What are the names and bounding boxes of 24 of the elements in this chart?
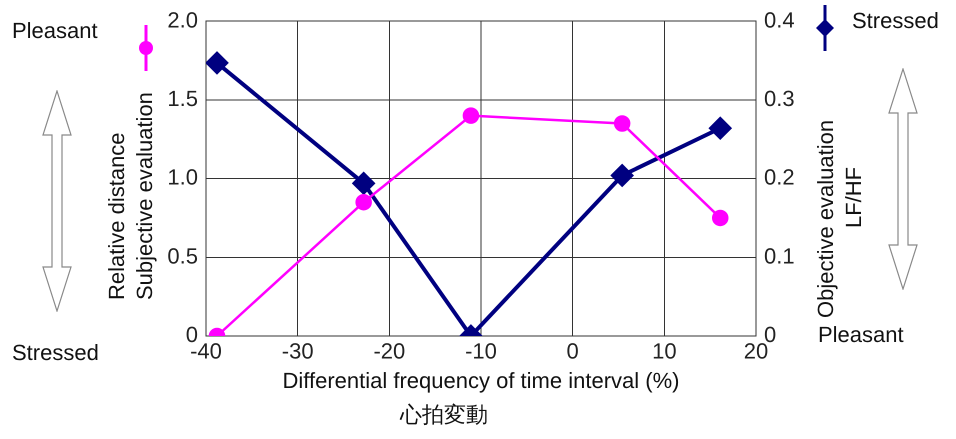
text: 心拍変動 xyxy=(400,401,488,429)
y-tick-label: 1.5 xyxy=(167,86,198,111)
x-tick-label: -10 xyxy=(465,338,497,364)
x-tick-label: -30 xyxy=(282,338,314,364)
y-axis-title: Relative distance Subjective evaluation xyxy=(103,92,158,300)
text: Stressed xyxy=(852,8,939,34)
x-axis-title: Differential frequency of time interval (%) xyxy=(282,368,680,394)
text: Pleasant xyxy=(12,18,98,44)
y2-axis-title: Objective evaluation LF/HF xyxy=(812,120,867,318)
y-tick-label: 2.0 xyxy=(167,7,198,32)
y-tick-label: 0.5 xyxy=(167,243,198,268)
y-tick-label: 1.0 xyxy=(167,164,198,190)
y2-tick-label: 0.3 xyxy=(764,86,795,111)
x-tick-label: -20 xyxy=(373,338,406,364)
text: Stressed xyxy=(12,340,99,366)
y2-tick-label: 0.4 xyxy=(764,7,795,32)
x-tick-label: 10 xyxy=(652,338,677,364)
text: Pleasant xyxy=(818,322,904,348)
x-tick-label: 0 xyxy=(566,338,579,364)
point xyxy=(462,107,480,124)
y2-tick-label: 0.1 xyxy=(764,243,795,268)
point xyxy=(355,194,372,210)
y2-tick-label: 0.2 xyxy=(764,164,795,190)
point xyxy=(614,115,630,132)
